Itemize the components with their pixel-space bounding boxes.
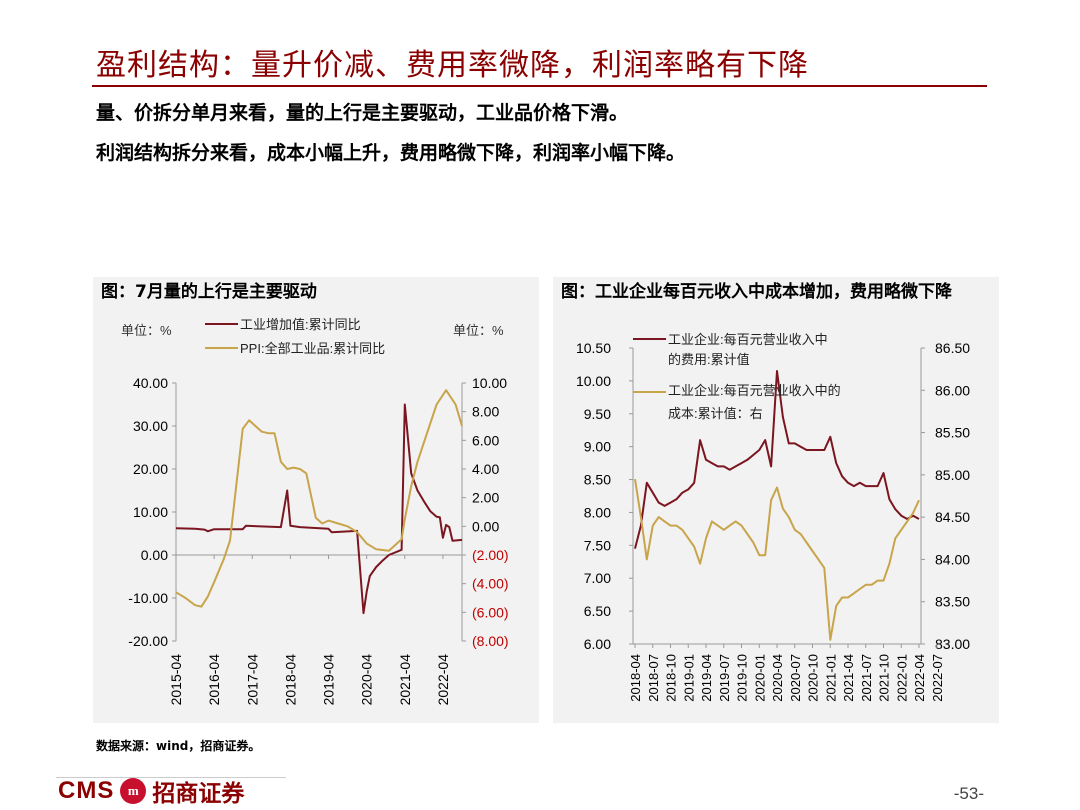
legend-label: 成本:累计值：右	[668, 406, 763, 421]
subtitle-line-2: 利润结构拆分来看，成本小幅上升，费用略微下降，利润率小幅下降。	[96, 142, 686, 164]
y-tick-label: 9.00	[584, 439, 611, 455]
x-tick-label: 2019-10	[735, 654, 750, 702]
y-tick-label: 7.00	[584, 570, 611, 586]
x-tick-label: 2018-07	[646, 654, 661, 702]
x-tick-label: 2018-10	[664, 654, 679, 702]
y2-tick-label: (8.00)	[472, 633, 509, 649]
x-tick-label: 2019-07	[717, 654, 732, 702]
y2-tick-label: 84.50	[935, 509, 970, 525]
chart-panel-left: 图：7月量的上行是主要驱动 单位：% 单位：% 工业增加值:累计同比 PPI:全部工业…	[93, 277, 539, 723]
x-tick-label: 2021-01	[823, 654, 838, 702]
y2-tick-label: 86.50	[935, 340, 970, 356]
series-line-ppi	[175, 389, 463, 608]
y2-tick-label: 10.00	[472, 375, 507, 391]
legend-label: PPI:全部工业品:累计同比	[240, 341, 385, 356]
chart-output-ppi: 单位：% 单位：% 工业增加值:累计同比 PPI:全部工业品:累计同比 40.00 30.…	[121, 317, 509, 706]
x-tick-label: 2022-01	[894, 654, 909, 702]
y-tick-label: 20.00	[133, 461, 168, 477]
y2-tick-label: (6.00)	[472, 604, 509, 620]
x-tick-label: 2020-01	[752, 654, 767, 702]
y-tick-label: 8.50	[584, 472, 611, 488]
legend-label: 的费用:累计值	[668, 352, 750, 367]
title-underline	[92, 85, 987, 87]
y2-tick-label: 2.00	[472, 490, 499, 506]
right-unit-label: 单位：%	[453, 323, 504, 338]
cms-logo: CMS m 招商证券	[58, 774, 244, 808]
x-tick-label: 2019-04	[699, 654, 714, 702]
chart-panel-right: 图：工业企业每百元收入中成本增加，费用略微下降 10.50 10.00 9.50 9.…	[553, 277, 999, 723]
x-tick-label: 2016-04	[206, 654, 222, 706]
y-tick-label: 6.50	[584, 603, 611, 619]
y2-tick-label: (4.00)	[472, 576, 509, 592]
x-tick-label: 2022-04	[435, 654, 451, 706]
chart-cost-expense: 10.50 10.00 9.50 9.00 8.50 8.00 7.50 7.00 6.50 6.…	[576, 332, 970, 702]
y2-tick-label: 85.00	[935, 467, 970, 483]
x-tick-label: 2021-10	[877, 654, 892, 702]
y2-tick-label: 83.50	[935, 594, 970, 610]
subtitle-line-1: 量、价拆分单月来看，量的上行是主要驱动，工业品价格下滑。	[96, 102, 629, 124]
x-tick-label: 2021-04	[841, 654, 856, 702]
chart-title: 图：工业企业每百元收入中成本增加，费用略微下降	[561, 282, 952, 302]
x-tick-label: 2019-01	[681, 654, 696, 702]
left-unit-label: 单位：%	[121, 323, 172, 338]
y2-tick-label: (2.00)	[472, 547, 509, 563]
logo-text: CMS	[58, 777, 115, 804]
y2-tick-label: 84.00	[935, 551, 970, 567]
x-tick-label: 2021-07	[859, 654, 874, 702]
series-line-industrial-value-added	[175, 403, 463, 615]
y2-tick-label: 85.50	[935, 425, 970, 441]
y2-tick-label: 8.00	[472, 404, 499, 420]
legend-label: 工业企业:每百元营业收入中的	[668, 383, 841, 398]
y-tick-label: 30.00	[133, 418, 168, 434]
y-tick-label: 10.00	[133, 504, 168, 520]
y-tick-label: 40.00	[133, 375, 168, 391]
y-tick-label: 9.50	[584, 406, 611, 422]
x-tick-label: 2018-04	[628, 654, 643, 702]
x-tick-label: 2018-04	[282, 654, 298, 706]
y-tick-label: 8.00	[584, 504, 611, 520]
series-line-expense	[634, 370, 920, 549]
page-title: 盈利结构：量升价减、费用率微降，利润率略有下降	[96, 48, 809, 83]
y-tick-label: 10.00	[576, 373, 611, 389]
footer-divider	[56, 777, 286, 778]
x-tick-label: 2022-07	[930, 654, 945, 702]
legend-label: 工业增加值:累计同比	[240, 317, 361, 332]
x-tick-label: 2015-04	[168, 654, 184, 706]
y-tick-label: 10.50	[576, 340, 611, 356]
x-tick-label: 2017-04	[244, 654, 260, 706]
logo-mark-icon: m	[120, 778, 147, 804]
data-source-note: 数据来源：wind，招商证券。	[96, 739, 261, 753]
x-tick-label: 2020-10	[806, 654, 821, 702]
y2-tick-label: 83.00	[935, 636, 970, 652]
x-tick-label: 2020-04	[770, 654, 785, 702]
y-tick-label: 0.00	[141, 547, 168, 563]
y2-tick-label: 6.00	[472, 432, 499, 448]
series-line-cost	[634, 478, 920, 641]
y-tick-label: 6.00	[584, 636, 611, 652]
y-tick-label: -20.00	[128, 633, 168, 649]
x-tick-label: 2021-04	[397, 654, 413, 706]
legend-label: 工业企业:每百元营业收入中	[668, 332, 828, 347]
x-tick-label: 2022-04	[912, 654, 927, 702]
x-tick-label: 2020-07	[788, 654, 803, 702]
logo-chinese: 招商证券	[152, 780, 245, 807]
chart-title: 图：7月量的上行是主要驱动	[101, 282, 317, 302]
y2-tick-label: 4.00	[472, 461, 499, 477]
page-number: -53-	[953, 784, 984, 803]
x-tick-label: 2020-04	[359, 654, 375, 706]
y2-tick-label: 86.00	[935, 382, 970, 398]
y-tick-label: 7.50	[584, 537, 611, 553]
x-tick-label: 2019-04	[321, 654, 337, 706]
y-tick-label: -10.00	[128, 590, 168, 606]
y2-tick-label: 0.00	[472, 518, 499, 534]
